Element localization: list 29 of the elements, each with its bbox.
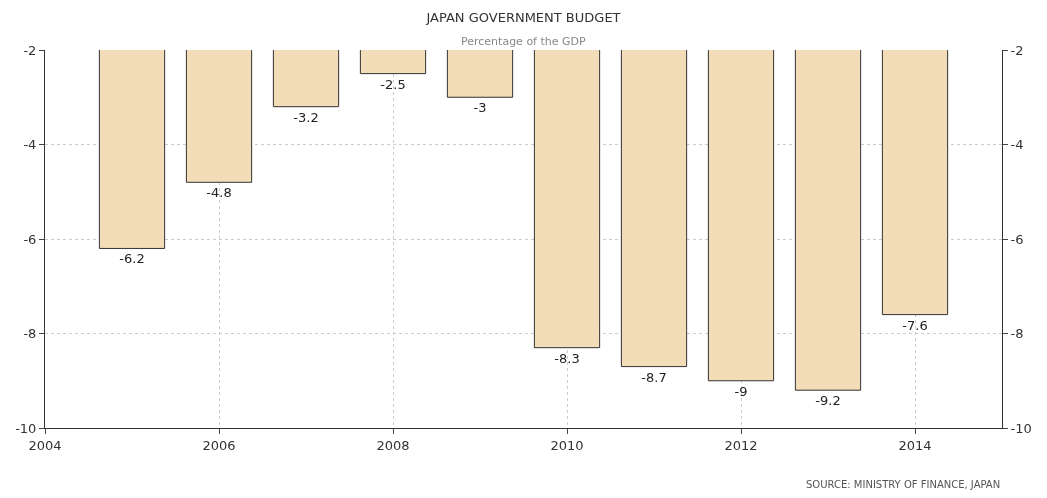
data-label: -3 [473, 100, 487, 116]
y-tick-label: -2 [23, 42, 37, 58]
y-tick-label: -8 [23, 326, 37, 342]
x-tick-label: 2012 [724, 437, 758, 453]
y-tick-label: -6 [23, 231, 37, 247]
y2-tick-label: -2 [1010, 42, 1024, 58]
data-label: -3.2 [293, 109, 319, 125]
data-label: -4.8 [206, 185, 232, 201]
x-tick-label: 2010 [550, 437, 584, 453]
data-label: -8.7 [641, 369, 667, 385]
source-note: SOURCE: MINISTRY OF FINANCE, JAPAN [806, 479, 1001, 490]
x-tick-label: 2008 [376, 437, 410, 453]
data-label: -9.2 [815, 393, 841, 409]
chart-subtitle: Percentage of the GDP [461, 35, 587, 48]
data-label: -8.3 [554, 350, 580, 366]
y2-tick-label: -8 [1010, 326, 1024, 342]
data-label: -2.5 [380, 76, 406, 92]
y2-tick-label: -6 [1010, 231, 1024, 247]
data-label: -6.2 [119, 251, 145, 267]
y-tick-label: -4 [23, 137, 37, 153]
x-tick-label: 2014 [898, 437, 932, 453]
chart-title: JAPAN GOVERNMENT BUDGET [425, 9, 621, 25]
y-tick-label: -10 [15, 420, 37, 436]
x-tick-label: 2004 [28, 437, 62, 453]
x-tick-label: 2006 [202, 437, 236, 453]
data-label: -9 [734, 383, 748, 399]
y2-tick-label: -4 [1010, 137, 1024, 153]
data-label: -7.6 [902, 317, 928, 333]
y2-tick-label: -10 [1010, 420, 1032, 436]
